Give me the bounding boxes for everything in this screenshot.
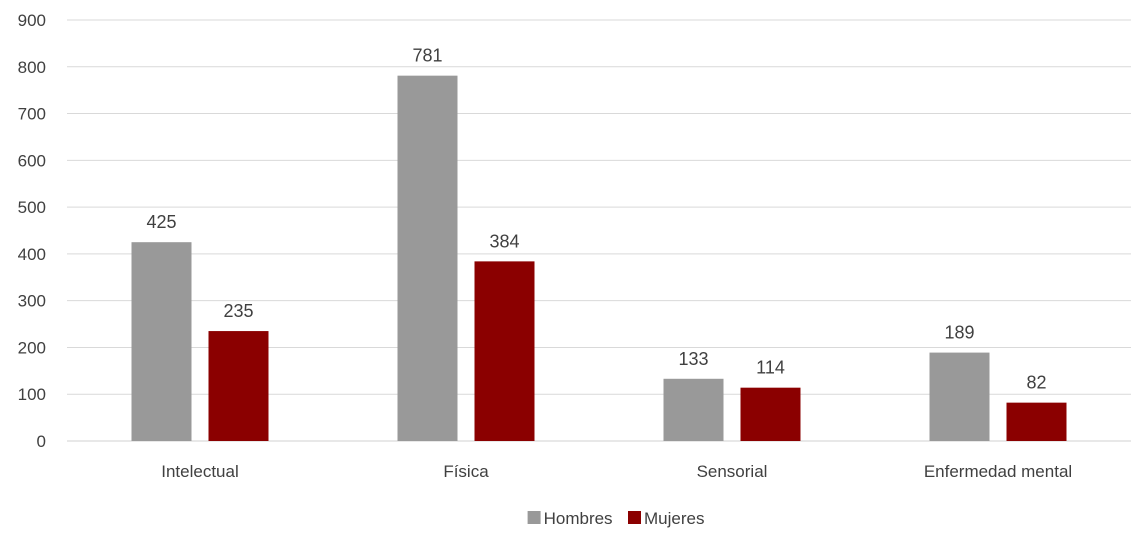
data-label: 82 — [1026, 373, 1046, 393]
y-axis-ticks: 0 100 200 300 400 500 600 700 800 900 — [18, 11, 46, 451]
data-labels: 425 235 781 384 133 114 189 82 — [146, 46, 1046, 393]
legend-item-mujeres: Mujeres — [628, 509, 704, 528]
bar-hombres-0 — [131, 242, 192, 441]
legend: Hombres Mujeres — [527, 509, 704, 528]
y-tick-label: 700 — [18, 105, 46, 124]
bar-hombres-2 — [663, 378, 724, 441]
y-tick-label: 100 — [18, 385, 46, 404]
bar-hombres-3 — [929, 352, 990, 441]
category-label: Sensorial — [697, 462, 768, 481]
bars — [131, 75, 1067, 441]
y-tick-label: 400 — [18, 245, 46, 264]
y-tick-label: 900 — [18, 11, 46, 30]
y-tick-label: 300 — [18, 292, 46, 311]
y-tick-label: 800 — [18, 58, 46, 77]
data-label: 189 — [944, 323, 974, 343]
data-label: 133 — [678, 349, 708, 369]
category-label: Física — [443, 462, 489, 481]
y-tick-label: 500 — [18, 198, 46, 217]
legend-item-hombres: Hombres — [527, 509, 613, 528]
bar-mujeres-2 — [740, 387, 801, 441]
category-label: Enfermedad mental — [924, 462, 1072, 481]
bar-hombres-1 — [397, 75, 458, 441]
legend-label: Hombres — [544, 509, 613, 528]
x-axis-categories: Intelectual Física Sensorial Enfermedad men… — [161, 462, 1072, 481]
bar-mujeres-1 — [474, 261, 535, 441]
legend-label: Mujeres — [644, 509, 704, 528]
bar-mujeres-0 — [208, 331, 269, 441]
data-label: 384 — [489, 231, 519, 251]
data-label: 781 — [412, 46, 442, 66]
legend-swatch — [527, 511, 541, 524]
category-label: Intelectual — [161, 462, 239, 481]
y-tick-label: 0 — [37, 432, 46, 451]
data-label: 114 — [756, 358, 785, 378]
y-tick-label: 200 — [18, 338, 46, 357]
y-tick-label: 600 — [18, 151, 46, 170]
data-label: 235 — [223, 301, 253, 321]
bar-mujeres-3 — [1006, 402, 1067, 441]
legend-swatch — [628, 511, 641, 524]
data-label: 425 — [146, 212, 176, 232]
